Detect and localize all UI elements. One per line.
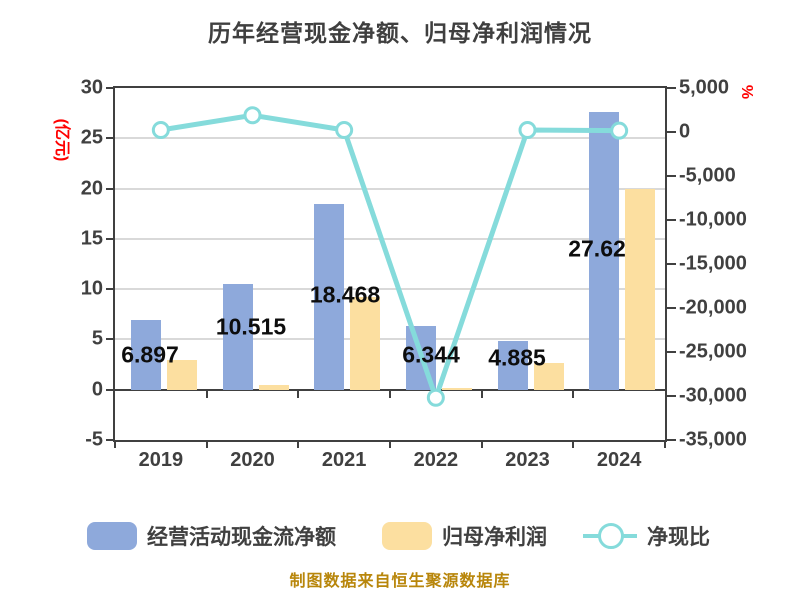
right-axis-tick-label: 5,000 bbox=[679, 76, 730, 99]
right-axis-tick bbox=[667, 219, 676, 221]
left-axis-tick-label: 10 bbox=[80, 277, 103, 300]
bar-net-profit-2024 bbox=[625, 188, 656, 390]
right-axis-tick-label: -30,000 bbox=[679, 384, 747, 407]
left-axis-tick-label: 0 bbox=[91, 378, 103, 401]
bar-net-profit-2022 bbox=[441, 388, 472, 390]
left-axis-tick-label: 30 bbox=[80, 76, 103, 99]
left-axis-tick-label: -5 bbox=[85, 428, 103, 451]
data-source-caption: 制图数据来自恒生聚源数据库 bbox=[289, 573, 511, 590]
bottom-axis-tick bbox=[572, 440, 575, 448]
chart-title: 历年经营现金净额、归母净利润情况 bbox=[208, 20, 592, 46]
right-axis-tick bbox=[667, 263, 676, 265]
legend-swatch-net-profit bbox=[382, 522, 432, 550]
right-axis-tick-label: 0 bbox=[679, 120, 691, 143]
zero-line-tick bbox=[572, 389, 575, 398]
x-axis-label-2019: 2019 bbox=[138, 449, 184, 471]
bar-net-profit-2020 bbox=[258, 384, 289, 390]
bottom-axis-tick bbox=[389, 440, 391, 448]
left-axis-tick bbox=[106, 288, 115, 291]
legend-item-operating-cash: 经营活动现金流净额 bbox=[87, 521, 336, 551]
left-axis-tick bbox=[106, 338, 115, 341]
left-axis-tick bbox=[106, 388, 115, 391]
cash-ratio-marker-2020 bbox=[243, 106, 262, 125]
bar-net-profit-2023 bbox=[533, 362, 564, 390]
cash-ratio-marker-2022 bbox=[426, 388, 445, 407]
legend: 经营活动现金流净额 归母净利润 净现比 bbox=[0, 512, 800, 558]
legend-swatch-operating-cash bbox=[87, 522, 137, 550]
x-axis-label-2022: 2022 bbox=[413, 449, 459, 471]
legend-item-cash-ratio: 净现比 bbox=[583, 521, 710, 551]
zero-line-tick bbox=[480, 389, 483, 398]
left-axis-tick bbox=[106, 439, 115, 441]
zero-line-tick bbox=[389, 389, 391, 398]
bar-operating-cash-2023 bbox=[497, 340, 528, 390]
gridline bbox=[115, 288, 665, 291]
right-axis-tick-label: -15,000 bbox=[679, 252, 747, 275]
gridline bbox=[115, 137, 665, 140]
left-spine bbox=[113, 86, 115, 442]
bottom-axis-tick bbox=[664, 440, 666, 448]
value-label-2024: 27.62 bbox=[568, 235, 626, 262]
right-axis-tick-label: -25,000 bbox=[679, 340, 747, 363]
right-axis-tick bbox=[667, 131, 676, 133]
right-axis-tick-label: -20,000 bbox=[679, 296, 747, 319]
legend-marker-icon bbox=[598, 523, 624, 549]
bar-operating-cash-2019 bbox=[130, 320, 161, 390]
value-label-2022: 6.344 bbox=[402, 341, 460, 368]
bar-net-profit-2021 bbox=[350, 297, 381, 390]
bar-operating-cash-2021 bbox=[314, 203, 345, 390]
right-spine bbox=[665, 86, 667, 442]
cash-ratio-marker-2024 bbox=[610, 121, 629, 140]
left-axis-tick-label: 25 bbox=[80, 126, 103, 149]
cash-ratio-marker-2023 bbox=[518, 120, 537, 139]
left-axis-tick-label: 15 bbox=[80, 227, 103, 250]
zero-line-tick bbox=[297, 389, 300, 398]
value-label-2020: 10.515 bbox=[215, 313, 287, 340]
zero-line-tick bbox=[205, 389, 208, 398]
legend-label-operating-cash: 经营活动现金流净额 bbox=[147, 526, 336, 549]
top-spine bbox=[113, 86, 667, 88]
right-axis-tick-label: -5,000 bbox=[679, 164, 736, 187]
bottom-axis-tick bbox=[297, 440, 300, 448]
right-axis-tick bbox=[667, 395, 676, 397]
gridline bbox=[115, 338, 665, 341]
cash-ratio-marker-2019 bbox=[151, 120, 170, 139]
bar-net-profit-2019 bbox=[166, 359, 197, 390]
bottom-axis-tick bbox=[480, 440, 483, 448]
value-label-2019: 6.897 bbox=[121, 341, 179, 368]
x-axis-label-2023: 2023 bbox=[505, 449, 550, 471]
legend-swatch-cash-ratio bbox=[583, 522, 637, 550]
right-axis-tick-label: -35,000 bbox=[679, 428, 747, 451]
legend-label-cash-ratio: 净现比 bbox=[647, 526, 710, 549]
x-axis-label-2020: 2020 bbox=[230, 449, 275, 471]
left-axis-tick bbox=[106, 137, 115, 140]
bottom-axis-tick bbox=[205, 440, 208, 448]
bar-operating-cash-2020 bbox=[222, 283, 253, 390]
gridline bbox=[115, 237, 665, 240]
left-axis-tick-label: 20 bbox=[80, 177, 103, 200]
right-axis-tick bbox=[667, 87, 676, 89]
gridline bbox=[115, 187, 665, 190]
cash-ratio-line bbox=[160, 112, 620, 406]
value-label-2021: 18.468 bbox=[309, 281, 381, 308]
x-axis-label-2024: 2024 bbox=[596, 449, 642, 471]
value-label-2023: 4.885 bbox=[488, 344, 546, 371]
left-axis-tick bbox=[106, 87, 115, 89]
right-axis-tick bbox=[667, 307, 676, 309]
legend-item-net-profit: 归母净利润 bbox=[382, 521, 547, 551]
bottom-axis-tick bbox=[114, 440, 116, 448]
left-axis-tick bbox=[106, 237, 115, 240]
right-axis-tick bbox=[667, 351, 676, 353]
bar-operating-cash-2024 bbox=[589, 111, 620, 390]
right-axis-tick bbox=[667, 439, 676, 441]
right-axis-tick-label: -10,000 bbox=[679, 208, 747, 231]
right-axis-tick bbox=[667, 175, 676, 177]
left-axis-tick-label: 5 bbox=[91, 327, 103, 350]
left-axis-tick bbox=[106, 187, 115, 190]
legend-label-net-profit: 归母净利润 bbox=[442, 526, 547, 549]
cash-ratio-marker-2021 bbox=[335, 120, 354, 139]
x-axis-label-2021: 2021 bbox=[321, 449, 367, 471]
